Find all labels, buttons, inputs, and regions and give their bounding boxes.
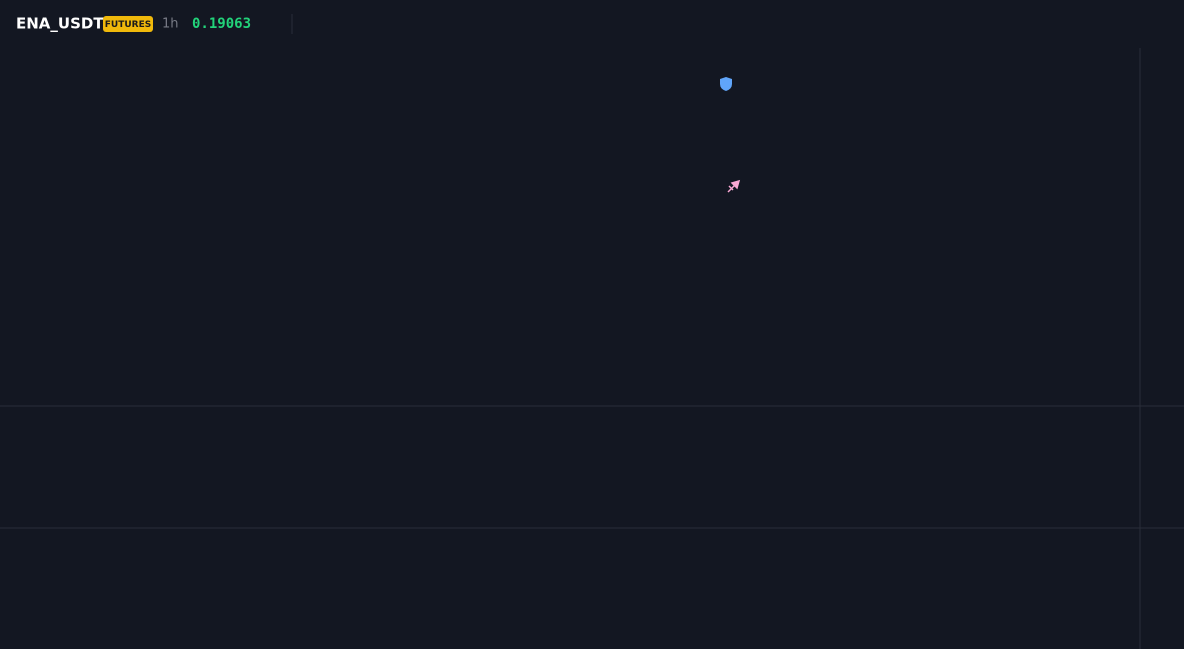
header-bg <box>0 0 1184 46</box>
rocket-icon <box>727 179 741 193</box>
badge: FUTURES <box>105 20 151 30</box>
symbol: ENA_USDT <box>16 15 104 33</box>
shield-icon <box>720 77 732 91</box>
badge-bg <box>103 16 153 32</box>
interval: 1h <box>162 17 179 32</box>
last-price: 0.19063 <box>192 16 251 32</box>
